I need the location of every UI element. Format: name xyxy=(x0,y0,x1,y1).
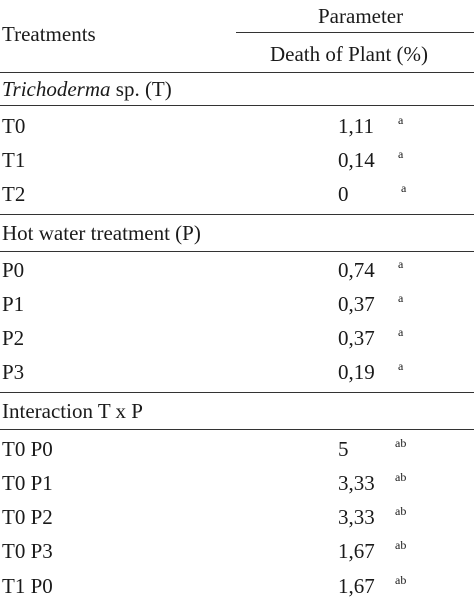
row-label: P0 xyxy=(2,258,25,282)
section-rule xyxy=(0,251,474,252)
row-label: T2 xyxy=(2,182,26,206)
row-significance: ab xyxy=(395,504,407,518)
section-rule xyxy=(0,392,474,393)
row-label: P1 xyxy=(2,292,25,316)
row-significance: a xyxy=(398,113,404,127)
row-value: 5 xyxy=(338,437,349,461)
section-title-interaction: Interaction T x P xyxy=(2,399,143,423)
header-death-of-plant: Death of Plant (%) xyxy=(270,42,429,66)
row-significance: ab xyxy=(395,436,407,450)
row-value: 0,19 xyxy=(338,360,375,384)
section-title-hot-water: Hot water treatment (P) xyxy=(2,221,201,245)
row-label: T0 xyxy=(2,114,26,138)
row-value: 1,11 xyxy=(338,114,374,138)
section-rule xyxy=(0,105,474,106)
row-value: 3,33 xyxy=(338,505,375,529)
row-significance: a xyxy=(398,325,404,339)
row-value: 0,37 xyxy=(338,326,375,350)
row-value: 1,67 xyxy=(338,539,375,563)
section-title-trichoderma: Trichoderma sp. (T) xyxy=(2,77,172,101)
row-value: 0,74 xyxy=(338,258,375,282)
row-significance: a xyxy=(398,291,404,305)
row-label: P3 xyxy=(2,360,25,384)
row-significance: a xyxy=(398,359,404,373)
header-parameter: Parameter xyxy=(318,4,404,28)
header-treatments: Treatments xyxy=(2,22,96,46)
row-label: T0 P2 xyxy=(2,505,53,529)
header-subrule xyxy=(236,32,474,33)
row-value: 3,33 xyxy=(338,471,375,495)
row-value: 1,67 xyxy=(338,574,375,598)
row-significance: ab xyxy=(395,573,407,587)
row-significance: a xyxy=(398,147,404,161)
row-significance: ab xyxy=(395,538,407,552)
row-label: T0 P1 xyxy=(2,471,53,495)
row-significance: a xyxy=(398,257,404,271)
section-rule xyxy=(0,429,474,430)
row-value: 0 xyxy=(338,182,349,206)
section-title-italic: Trichoderma xyxy=(2,77,111,101)
header-rule xyxy=(0,72,474,73)
section-title-rest: sp. (T) xyxy=(110,77,172,101)
row-significance: a xyxy=(401,181,407,195)
row-significance: ab xyxy=(395,470,407,484)
section-rule xyxy=(0,214,474,215)
row-label: T0 P3 xyxy=(2,539,53,563)
row-label: T1 P0 xyxy=(2,574,53,598)
row-value: 0,14 xyxy=(338,148,375,172)
row-label: P2 xyxy=(2,326,25,350)
row-label: T0 P0 xyxy=(2,437,53,461)
row-label: T1 xyxy=(2,148,26,172)
row-value: 0,37 xyxy=(338,292,375,316)
